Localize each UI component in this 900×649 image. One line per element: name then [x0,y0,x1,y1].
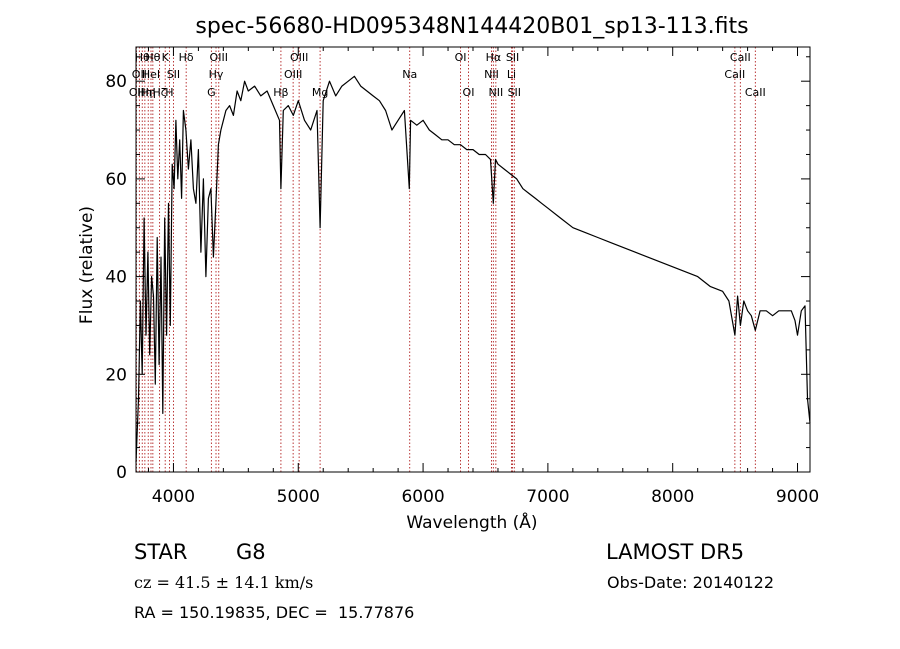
x-tick-label-3: 7000 [526,487,569,507]
y-tick-label-4: 80 [105,72,127,92]
y-axis: 0 20 40 60 80 [105,56,810,483]
observation-date: Obs-Date: 20140122 [607,573,775,592]
y-axis-label: Flux (relative) [77,206,97,324]
x-tick-label-4: 8000 [651,487,694,507]
line-marker-label-29: CaII [730,51,751,64]
object-class: STAR [134,540,188,564]
line-marker-label-20: OI [455,51,467,64]
line-marker-label-19: Na [402,68,417,81]
line-marker-label-21: OI [463,86,475,99]
line-marker-label-5: HeI [142,68,160,81]
chart-title: spec-56680-HD095348N144420B01_sp13-113.f… [195,14,748,39]
line-marker-label-2: Hθ [135,51,150,64]
coordinates: RA = 150.19835, DEC = 15.77876 [134,603,415,622]
x-tick-label-5: 9000 [776,487,819,507]
y-tick-label-0: 0 [116,463,127,483]
y-tick-label-3: 60 [105,170,127,190]
plot-frame [135,46,811,473]
x-tick-label-0: 4000 [152,487,195,507]
line-marker-label-16: OIII [284,68,302,81]
x-tick-label-1: 5000 [277,487,320,507]
spectral-line-labels: OIIOIIHθHηHηHeIHθHζKHSIIHδGHγOIIIHβOIIIO… [129,51,766,99]
line-marker-label-25: Li [507,68,516,81]
line-marker-label-4: Hη [141,86,156,99]
y-tick-label-2: 40 [105,268,127,288]
x-axis: 4000 5000 6000 7000 8000 9000 [147,47,819,507]
line-marker-label-6: Hθ [145,51,160,64]
line-marker-label-13: Hγ [209,68,224,81]
line-marker-label-24: NII [488,86,503,99]
line-marker-label-7: Hζ [152,86,166,99]
line-marker-label-23: Hα [486,51,502,64]
survey-name: LAMOST DR5 [606,540,745,564]
line-marker-label-8: K [162,51,170,64]
line-marker-label-11: Hδ [179,51,194,64]
y-tick-label-1: 20 [105,365,127,385]
line-marker-label-30: CaII [745,86,766,99]
line-marker-label-9: H [165,86,173,99]
object-subclass: G8 [236,540,266,564]
line-marker-label-3: Hη [137,86,152,99]
line-marker-label-22: NII [484,68,499,81]
spectral-line-markers [136,47,756,472]
x-axis-label: Wavelength (Å) [406,511,537,533]
line-marker-label-12: G [207,86,216,99]
line-marker-label-27: SII [508,86,521,99]
x-tick-label-2: 6000 [401,487,444,507]
line-marker-label-17: OIII [290,51,308,64]
redshift-velocity: cz = 41.5 ± 14.1 km/s [134,573,314,592]
line-marker-label-15: Hβ [273,86,288,99]
line-marker-label-26: SII [506,51,519,64]
line-marker-label-10: SII [167,68,180,81]
line-marker-label-28: CaII [724,68,745,81]
line-marker-label-14: OIII [210,51,228,64]
spectrum-line [135,75,811,463]
